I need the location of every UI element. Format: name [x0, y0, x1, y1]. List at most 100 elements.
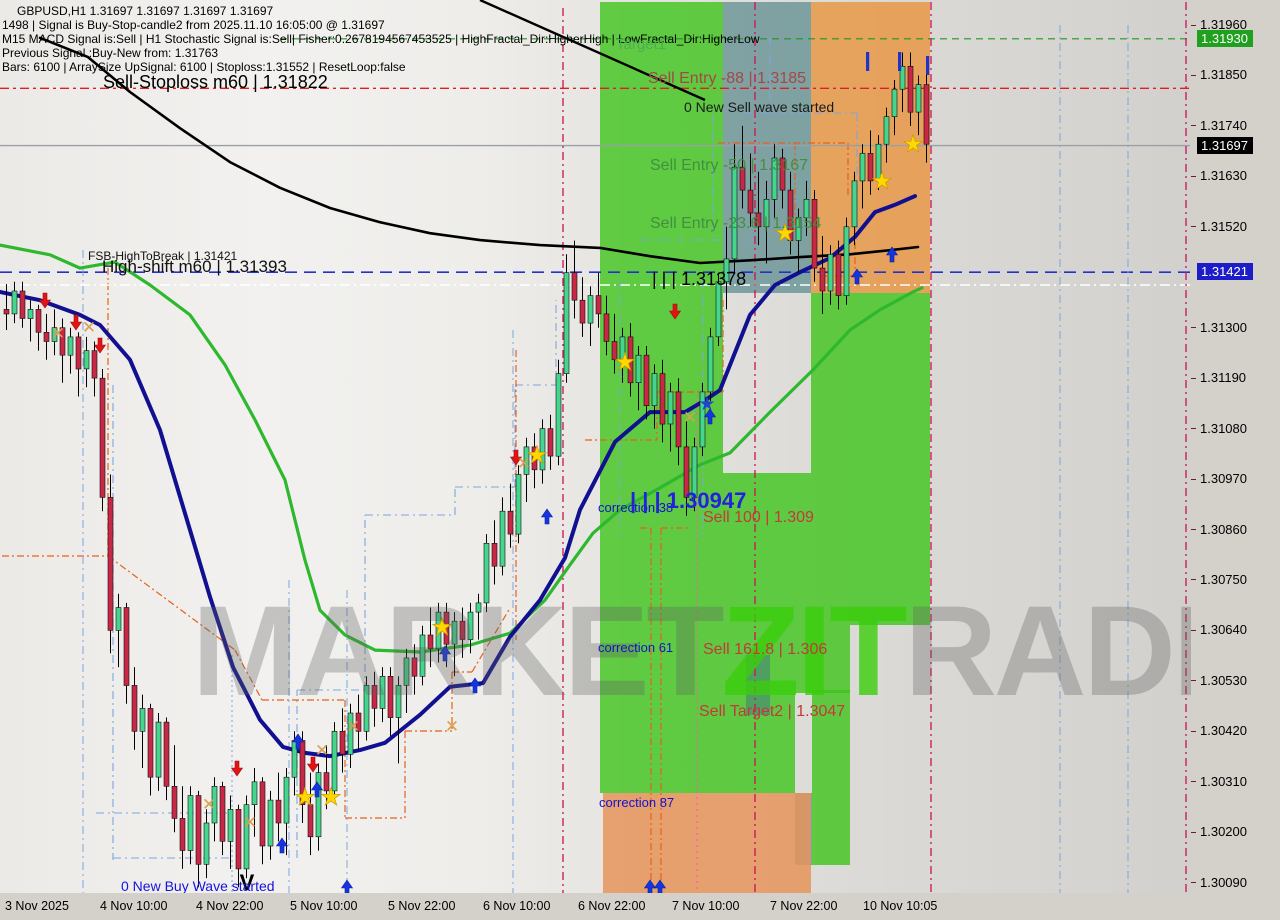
candle-body	[531, 446, 538, 471]
target1-label[interactable]: Target1	[616, 36, 667, 53]
signal-zone	[600, 2, 723, 293]
candle-body	[243, 804, 250, 870]
sell-target2-label[interactable]: Sell Target2 | 1.3047	[699, 703, 846, 720]
candle-body	[491, 542, 498, 567]
sell-entry-236-label[interactable]: Sell Entry -23.6 | 1.3154	[650, 215, 822, 232]
candle-body	[467, 611, 474, 640]
time-axis-label: 10 Nov 10:05	[863, 899, 938, 913]
candle-body	[403, 657, 410, 686]
candle-body	[483, 542, 490, 604]
trailing-stop-line	[107, 555, 236, 651]
price-axis-label: 1.30200	[1200, 824, 1247, 840]
sell-100-label[interactable]: Sell 100 | 1.309	[703, 509, 814, 526]
correction-87-label[interactable]: correction 87	[599, 795, 675, 810]
candle-body	[155, 721, 162, 778]
sell-entry-50-label[interactable]: Sell Entry -50 | 1.3167	[650, 157, 809, 174]
high-shift-label[interactable]: High-shift m60 | 1.31393	[102, 257, 287, 276]
candle-body	[755, 212, 762, 228]
price-badge: 1.31930	[1197, 29, 1253, 47]
price-tick	[1191, 125, 1196, 127]
candle-body	[523, 446, 530, 475]
price-131378-label[interactable]: | | | 1.31378	[652, 269, 747, 289]
correction-38-label[interactable]: correction 38	[598, 500, 674, 515]
price-chart-area[interactable]: MARKETZITRADE ★ ★ ★ ★ ★ ★ ★ ★ ★ ✕ ✕ ✕ ✕ ✕ ✕ ✕ ✕ ✕ V GBPUSD…	[0, 0, 1258, 894]
candle-body	[219, 785, 226, 842]
price-axis-label: 1.30090	[1200, 874, 1247, 890]
price-axis-label: 1.30420	[1200, 723, 1247, 739]
price-axis-label: 1.30310	[1200, 773, 1247, 789]
candle-body	[435, 611, 442, 650]
v-mark-icon: V	[240, 870, 255, 893]
candle-body	[163, 721, 170, 787]
time-axis-label: 7 Nov 10:00	[672, 899, 740, 913]
signal-zone	[812, 690, 850, 865]
candle-body	[507, 510, 514, 535]
sell-1618-label[interactable]: Sell 161.8 | 1.306	[703, 641, 828, 658]
sell-entry-88-label[interactable]: Sell Entry -88 | 1.3185	[648, 70, 807, 87]
price-axis[interactable]: 1.31960 1.31850 1.31740 1.31630 1.31520 1.313…	[1191, 0, 1280, 893]
candle-body	[3, 309, 10, 315]
previous-signal-line: Previous Signal :Buy-New from: 1.31763	[2, 46, 219, 60]
candle-body	[35, 309, 42, 333]
candle-body	[627, 336, 634, 384]
sell-arrow-icon	[230, 760, 244, 777]
sell-stoploss-label[interactable]: Sell-Stoploss m60 | 1.31822	[103, 72, 328, 92]
time-axis-label: 6 Nov 10:00	[483, 899, 551, 913]
bars-line: Bars: 6100 | ArraySize UpSignal: 6100 | …	[2, 60, 406, 74]
candle-body	[707, 336, 714, 393]
indicator-line: M15 MACD Signal is:Sell | H1 Stochastic …	[2, 32, 760, 46]
candle-body	[75, 336, 82, 370]
candle-body	[379, 675, 386, 709]
candle-body	[323, 772, 330, 792]
signal-zone	[723, 473, 811, 505]
candle-body	[395, 685, 402, 718]
price-badge: 1.31697	[1197, 136, 1253, 154]
star-icon: ★	[320, 784, 342, 811]
candle-body	[331, 730, 338, 792]
candlestick-chart[interactable]: ★ ★★★★★★★★✕ ✕✕✕✕✕ ✕✕✕V	[0, 0, 1191, 893]
x-mark-icon: ✕	[315, 741, 329, 760]
candle-body	[763, 199, 770, 228]
time-axis-label: 5 Nov 10:00	[290, 899, 358, 913]
candle-body	[859, 153, 866, 182]
candle-body	[555, 373, 562, 457]
candle-body	[923, 84, 930, 145]
buy-arrow-icon	[275, 837, 289, 854]
price-tick	[1191, 629, 1196, 631]
new-sell-wave-label[interactable]: 0 New Sell wave started	[684, 99, 835, 115]
candle-body	[723, 258, 730, 283]
time-axis-label: 4 Nov 22:00	[196, 899, 264, 913]
symbol-title: GBPUSD,H1 1.31697 1.31697 1.31697 1.3169…	[17, 4, 274, 18]
time-axis-label: 5 Nov 22:00	[388, 899, 456, 913]
trendline[interactable]	[479, 0, 706, 102]
candle-body	[643, 354, 650, 407]
fsb-high-to-break-label[interactable]: FSB-HighToBreak | 1.31421	[88, 249, 238, 263]
sell-arrow-icon	[69, 314, 83, 331]
time-axis[interactable]: 3 Nov 2025 4 Nov 10:00 4 Nov 22:00 5 Nov 10…	[0, 893, 1280, 920]
candle-body	[27, 309, 34, 319]
price-axis-label: 1.31850	[1200, 67, 1247, 83]
candle-body	[459, 620, 466, 640]
price-tick	[1191, 680, 1196, 682]
new-buy-wave-label[interactable]: 0 New Buy Wave started	[121, 878, 275, 894]
signal-zone	[600, 505, 930, 625]
candle-body	[211, 785, 218, 824]
candle-body	[715, 281, 722, 338]
correction-61-label[interactable]: correction 61	[598, 640, 674, 655]
candle-body	[875, 143, 882, 182]
candle-body	[739, 166, 746, 191]
candle-body	[659, 373, 666, 425]
sell-arrow-icon	[668, 303, 682, 320]
candle-body	[819, 267, 826, 292]
signal-tick-icon	[898, 52, 902, 71]
sell-arrow-icon	[509, 449, 523, 466]
price-tick	[1191, 175, 1196, 177]
ma-black-line	[38, 36, 920, 265]
candle-body	[891, 88, 898, 117]
price-130947-label[interactable]: | | | 1.30947	[630, 488, 747, 513]
candle-body	[499, 510, 506, 567]
candle-body	[731, 166, 738, 260]
time-axis-label: 3 Nov 2025	[5, 899, 69, 913]
star-icon: ★	[774, 220, 796, 247]
